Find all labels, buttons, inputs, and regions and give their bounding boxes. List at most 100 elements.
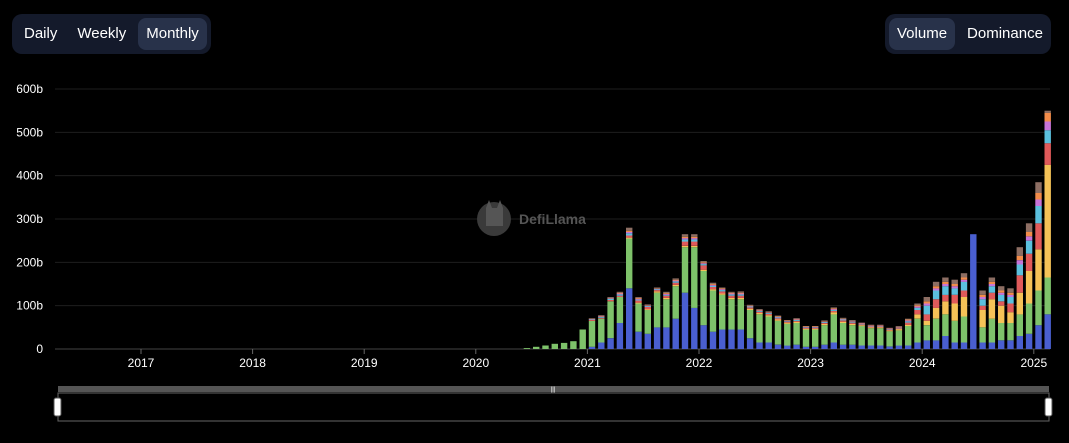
bar-segment <box>839 319 847 321</box>
bar-segment <box>932 307 940 319</box>
bar-segment <box>784 321 791 323</box>
bar-segment <box>765 316 772 343</box>
bar-segment <box>886 328 893 330</box>
bar-segment <box>1007 297 1014 304</box>
slider-left-handle[interactable] <box>53 397 62 417</box>
bar-segment <box>746 307 754 309</box>
bar-segment <box>942 336 949 349</box>
bar-segment <box>905 322 912 325</box>
bar-segment <box>905 318 912 320</box>
bar-segment <box>849 321 856 322</box>
bar-segment <box>1044 121 1051 131</box>
bar-segment <box>998 305 1005 323</box>
bar-segment <box>626 230 633 232</box>
bar-segment <box>830 310 837 311</box>
bar-segment <box>951 342 958 349</box>
bar-segment <box>877 328 884 346</box>
tab-daily[interactable]: Daily <box>24 25 58 42</box>
bar-segment <box>877 326 884 328</box>
bar-segment <box>812 346 819 349</box>
x-tick-label: 2017 <box>128 356 155 370</box>
range-slider[interactable]: ||| <box>53 386 1053 422</box>
slider-window[interactable] <box>57 392 1050 422</box>
slider-right-handle[interactable] <box>1044 397 1053 417</box>
bar-segment <box>765 312 772 313</box>
bar-segment <box>932 299 940 308</box>
bar-segment <box>812 327 819 329</box>
bar-segment <box>793 321 800 323</box>
bar-segment <box>1016 275 1023 293</box>
bar-segment <box>812 326 819 327</box>
bar-segment <box>1025 240 1033 254</box>
bar-segment <box>914 314 921 319</box>
bar-segment <box>1016 255 1023 261</box>
bar-segment <box>923 305 930 315</box>
bar-segment <box>663 294 670 295</box>
bar-segment <box>1035 193 1042 200</box>
bar-segment <box>719 287 726 289</box>
slider-track[interactable] <box>58 386 1049 392</box>
bar-segment <box>802 326 810 328</box>
bar-segment <box>895 326 903 328</box>
bar-segment <box>765 313 772 314</box>
x-tick-label: 2023 <box>797 356 824 370</box>
bar-segment <box>784 323 791 346</box>
x-axis: 2017 2018 2019 2020 2021 2022 2023 2024 2025 <box>128 349 1047 370</box>
bar-segment <box>960 290 968 297</box>
bar-segment <box>858 322 865 324</box>
tab-dominance[interactable]: Dominance <box>967 25 1043 42</box>
tab-weekly[interactable]: Weekly <box>77 25 127 42</box>
bar-segment <box>960 279 968 282</box>
bar-segment <box>951 303 958 321</box>
bar-segment <box>663 299 670 328</box>
bar-segment <box>839 321 847 323</box>
bar-segment <box>895 345 903 349</box>
bar-segment <box>756 310 763 312</box>
bar-segment <box>765 311 772 313</box>
bar-segment <box>923 303 930 306</box>
bar-segment <box>1007 292 1014 295</box>
bar-segment <box>746 310 754 339</box>
tab-monthly[interactable]: Monthly <box>138 18 207 50</box>
bar-segment <box>746 338 754 349</box>
bar-segment <box>607 297 614 299</box>
bar-segment <box>960 342 968 349</box>
bar-segment <box>700 269 707 271</box>
tab-volume[interactable]: Volume <box>889 18 956 50</box>
x-tick-label: 2025 <box>1020 356 1047 370</box>
bar-segment <box>616 323 624 349</box>
bar-segment <box>644 305 651 306</box>
bar-segment <box>1025 223 1033 232</box>
bar-segment <box>700 262 707 264</box>
bar-segment <box>672 284 679 287</box>
bar-segment <box>1044 164 1051 278</box>
bar-segment <box>635 300 642 303</box>
bar-segment <box>942 281 949 284</box>
bar-segment <box>960 277 968 280</box>
bar-segment <box>839 344 847 349</box>
bar-segment <box>793 319 800 320</box>
bar-segment <box>895 330 903 346</box>
bar-segment <box>765 342 772 349</box>
bar-segment <box>998 292 1005 295</box>
bar-segment <box>700 263 707 265</box>
bar-segment <box>737 297 744 300</box>
bar-segment <box>737 293 744 295</box>
bar-segment <box>1035 182 1042 193</box>
bar-segment <box>719 290 726 292</box>
bar-segment <box>691 236 698 239</box>
bar-segment <box>681 245 689 248</box>
bar-segment <box>793 318 800 320</box>
slider-grip-icon[interactable]: ||| <box>551 387 556 393</box>
bar-segment <box>700 261 707 263</box>
bar-segment <box>774 317 782 319</box>
bar-segment <box>951 279 958 284</box>
bar-segment <box>774 316 782 317</box>
bar-segment <box>709 290 717 332</box>
x-tick-label: 2024 <box>909 356 936 370</box>
bar-segment <box>709 284 717 286</box>
bar-segment <box>886 346 893 349</box>
bar-segment <box>858 323 865 324</box>
bar-segment <box>802 327 810 328</box>
